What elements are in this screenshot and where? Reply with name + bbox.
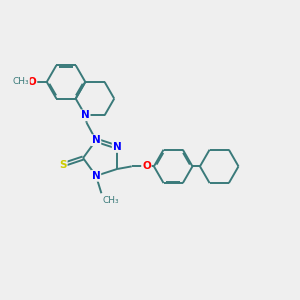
Text: N: N [81,110,90,120]
Text: O: O [28,77,36,87]
Text: CH₃: CH₃ [13,77,29,86]
Text: CH₃: CH₃ [103,196,119,206]
Text: N: N [112,142,122,152]
Text: N: N [92,135,100,145]
Text: O: O [142,161,151,171]
Text: S: S [59,160,67,170]
Text: N: N [92,171,100,181]
